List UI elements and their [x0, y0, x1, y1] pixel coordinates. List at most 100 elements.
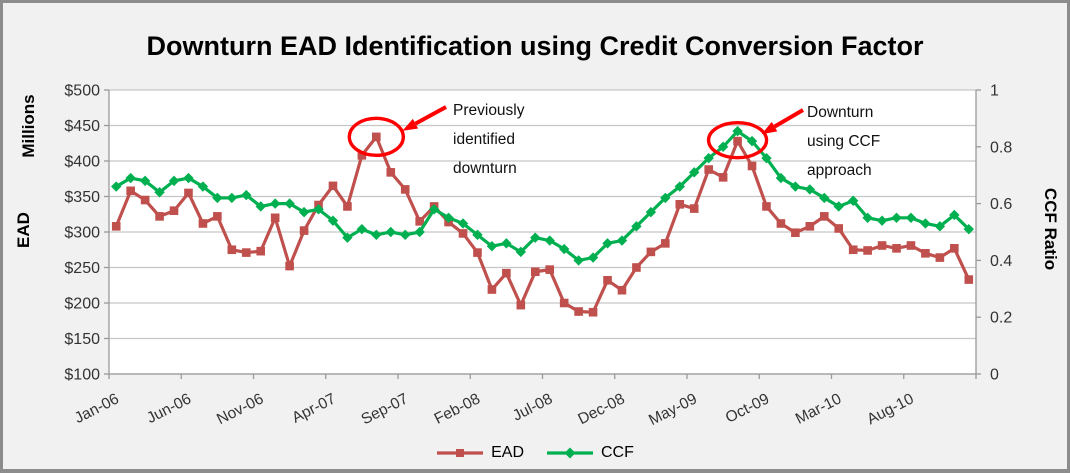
ccf-marker	[385, 226, 396, 238]
ead-marker	[762, 202, 771, 211]
y-right-tick-label: 0	[990, 367, 999, 384]
ccf-marker	[847, 195, 859, 206]
ccf-marker	[631, 221, 642, 232]
annotation-line: using CCF	[807, 133, 881, 150]
ccf-marker	[255, 201, 266, 212]
chart-title: Downturn EAD Identification using Credit…	[146, 31, 924, 61]
highlight-ellipse	[706, 120, 769, 160]
ccf-marker	[428, 204, 440, 215]
ccf-marker	[645, 206, 657, 218]
x-axis-labels: Jan-06 Jun-06 Nov-06 Apr-07 Sep-07 Feb-08 Jul-…	[72, 390, 917, 429]
ccf-marker	[125, 172, 136, 184]
ccf-line-marker-icon	[547, 447, 593, 459]
axis-title-ccf-ratio: CCF Ratio	[1041, 187, 1060, 271]
ead-marker	[819, 212, 829, 221]
annotation-arrow	[773, 108, 805, 129]
x-tick-label: May-09	[646, 390, 700, 429]
ccf-marker	[674, 181, 685, 192]
y-axis-left-labels: $100 $150 $200 $250 $300 $350 $400 $450 $500	[64, 83, 100, 384]
ccf-marker	[342, 232, 353, 243]
annotation-line: approach	[807, 162, 872, 179]
ead-marker	[372, 132, 381, 142]
y-left-tick-label: $100	[64, 367, 100, 384]
ead-marker	[111, 222, 121, 231]
x-tick-label: Sep-07	[359, 390, 411, 428]
ccf-marker	[501, 238, 512, 249]
legend-item-ccf[interactable]: CCF	[546, 444, 634, 462]
ccf-marker	[920, 218, 931, 229]
ead-marker	[791, 228, 800, 238]
ead-marker	[747, 161, 757, 171]
ead-marker	[805, 222, 815, 231]
ccf-marker	[183, 172, 194, 184]
ccf-marker	[197, 181, 209, 192]
ccf-marker	[761, 152, 772, 164]
ead-marker	[935, 253, 945, 262]
annotation-arrowhead	[402, 118, 419, 131]
ead-line-marker-icon	[437, 449, 484, 457]
y-right-tick-label: 0.2	[990, 310, 1012, 327]
y-left-tick-label: $150	[64, 331, 100, 348]
ead-marker	[343, 202, 352, 211]
ead-marker	[169, 206, 179, 215]
ccf-marker	[168, 175, 180, 187]
ccf-marker	[443, 212, 454, 223]
y-left-tick-label: $500	[64, 83, 100, 100]
x-tick-label: Feb-08	[432, 390, 483, 427]
ccf-marker	[313, 204, 324, 215]
ccf-marker	[949, 209, 960, 221]
ccf-marker	[616, 235, 628, 246]
ead-marker	[256, 246, 266, 256]
ccf-marker	[486, 241, 498, 252]
ead-marker	[632, 263, 641, 272]
ead-marker	[574, 307, 583, 316]
y-left-tick-label: $350	[64, 189, 100, 206]
ccf-marker	[732, 125, 743, 137]
ccf-marker	[414, 226, 425, 238]
ccf-marker	[154, 187, 165, 198]
annotation-line: Downturn	[807, 104, 874, 121]
ccf-marker	[876, 215, 888, 226]
chart-svg[interactable]: $100 $150 $200 $250 $300 $350 $400 $450 $500 0 0.2…	[3, 3, 1070, 473]
ead-marker	[530, 267, 540, 277]
series-ccf[interactable]	[111, 125, 974, 266]
ccf-marker	[746, 135, 758, 147]
legend-item-ead[interactable]: EAD	[436, 444, 524, 462]
ccf-marker	[790, 181, 801, 192]
ead-marker	[241, 248, 251, 257]
y-right-tick-label: 0.8	[990, 139, 1012, 156]
ead-marker	[689, 204, 699, 213]
annotation-line: downturn	[453, 160, 517, 177]
x-tick-label: Jun-06	[144, 390, 194, 427]
x-tick-label: Jan-06	[72, 390, 122, 427]
x-tick-label: Aug-10	[864, 390, 917, 428]
ead-marker	[733, 136, 742, 146]
ead-marker	[704, 165, 713, 174]
ccf-marker	[934, 221, 946, 232]
chart-legend: EAD CCF	[3, 444, 1067, 462]
ccf-marker	[212, 192, 223, 204]
ead-marker	[559, 298, 569, 308]
ccf-marker	[862, 212, 873, 223]
ead-marker	[502, 268, 511, 278]
annotation-arrow	[414, 105, 447, 126]
ccf-marker	[558, 243, 570, 255]
x-tick-label: Oct-09	[723, 390, 772, 426]
annotation-arrowhead	[761, 121, 778, 135]
ccf-marker	[660, 192, 671, 204]
ccf-marker	[298, 206, 310, 218]
y-left-tick-label: $450	[64, 118, 100, 135]
annotation-line: Previously	[453, 102, 525, 119]
ead-marker	[299, 226, 309, 235]
ccf-marker	[775, 172, 787, 184]
ccf-marker	[544, 235, 555, 246]
ead-marker	[198, 219, 208, 228]
ead-marker	[516, 300, 526, 310]
series-ead[interactable]	[111, 132, 974, 317]
ead-marker	[213, 212, 222, 221]
ead-marker	[415, 217, 424, 226]
ead-marker	[285, 261, 294, 271]
ccf-marker	[717, 141, 729, 152]
legend-label-ead: EAD	[491, 444, 524, 461]
ccf-marker	[891, 212, 902, 223]
